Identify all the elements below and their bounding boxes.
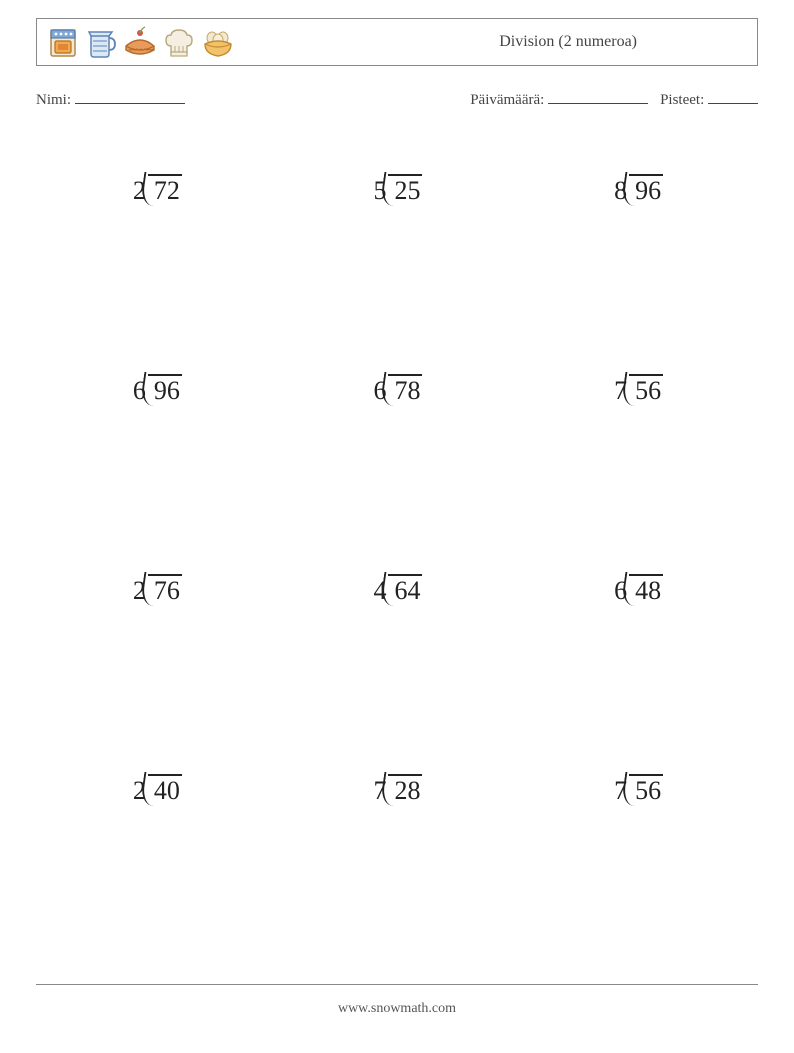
- problem-cell: 525: [277, 164, 518, 364]
- problems-grid: 272 525 896 696 678 756 276 464 648 240 …: [36, 164, 758, 964]
- name-blank[interactable]: [75, 88, 185, 104]
- dividend: 96: [627, 174, 661, 204]
- info-row: Nimi: Päivämäärä: Pisteet:: [36, 88, 758, 109]
- score-blank[interactable]: [708, 88, 758, 104]
- date-label: Päivämäärä:: [470, 92, 544, 108]
- score-label: Pisteet:: [660, 92, 704, 108]
- division-problem: 756: [614, 774, 661, 804]
- problem-cell: 464: [277, 564, 518, 764]
- eggs-basket-icon: [201, 24, 235, 60]
- date-field: Päivämäärä:: [470, 88, 648, 109]
- dividend: 96: [146, 374, 180, 404]
- problem-cell: 678: [277, 364, 518, 564]
- dividend: 72: [146, 174, 180, 204]
- dividend: 56: [627, 774, 661, 804]
- date-blank[interactable]: [548, 88, 648, 104]
- jug-icon: [85, 24, 117, 60]
- division-problem: 756: [614, 374, 661, 404]
- header-icons: [47, 24, 235, 60]
- problem-cell: 756: [517, 364, 758, 564]
- problem-cell: 756: [517, 764, 758, 964]
- problem-cell: 696: [36, 364, 277, 564]
- division-problem: 648: [614, 574, 661, 604]
- division-problem: 525: [373, 174, 420, 204]
- dividend: 48: [627, 574, 661, 604]
- footer-text: www.snowmath.com: [0, 1001, 794, 1017]
- name-field: Nimi:: [36, 88, 185, 109]
- division-problem: 276: [133, 574, 180, 604]
- problem-cell: 272: [36, 164, 277, 364]
- worksheet-page: Division (2 numeroa) Nimi: Päivämäärä: P…: [0, 0, 794, 1053]
- problem-cell: 896: [517, 164, 758, 364]
- problem-cell: 728: [277, 764, 518, 964]
- division-problem: 728: [373, 774, 420, 804]
- problem-cell: 240: [36, 764, 277, 964]
- pie-icon: [123, 24, 157, 60]
- division-problem: 240: [133, 774, 180, 804]
- problem-cell: 276: [36, 564, 277, 764]
- dividend: 64: [386, 574, 420, 604]
- dividend: 28: [386, 774, 420, 804]
- division-problem: 678: [373, 374, 420, 404]
- dividend: 40: [146, 774, 180, 804]
- division-problem: 896: [614, 174, 661, 204]
- dividend: 56: [627, 374, 661, 404]
- dividend: 76: [146, 574, 180, 604]
- division-problem: 272: [133, 174, 180, 204]
- footer-divider: [36, 984, 758, 985]
- division-problem: 696: [133, 374, 180, 404]
- problem-cell: 648: [517, 564, 758, 764]
- worksheet-title: Division (2 numeroa): [499, 33, 747, 51]
- dividend: 25: [386, 174, 420, 204]
- score-field: Pisteet:: [660, 88, 758, 109]
- name-label: Nimi:: [36, 92, 71, 109]
- oven-icon: [47, 24, 79, 60]
- header-bar: Division (2 numeroa): [36, 18, 758, 66]
- dividend: 78: [386, 374, 420, 404]
- chef-hat-icon: [163, 24, 195, 60]
- division-problem: 464: [373, 574, 420, 604]
